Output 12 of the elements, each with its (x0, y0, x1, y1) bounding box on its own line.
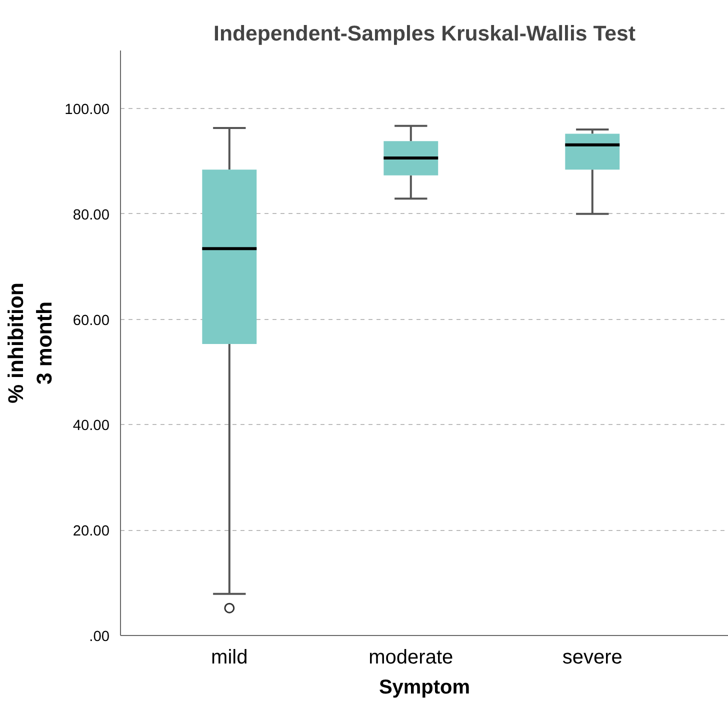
x-tick-label: severe (562, 646, 622, 668)
y-axis-title: % inhibition 3 month (4, 282, 57, 404)
x-axis-title: Symptom (378, 676, 470, 698)
y-tick-label: 100.00 (64, 102, 110, 118)
y-tick-label: 20.00 (72, 524, 110, 540)
chart-title: Independent-Samples Kruskal-Wallis Test (214, 22, 636, 46)
x-tick-label: mild (211, 646, 248, 668)
y-tick-label: 40.00 (72, 418, 110, 434)
y-tick-label: .00 (89, 629, 110, 645)
x-tick-label: moderate (368, 646, 454, 668)
y-tick-label: 60.00 (72, 312, 110, 329)
y-tick-label: 80.00 (72, 207, 110, 224)
